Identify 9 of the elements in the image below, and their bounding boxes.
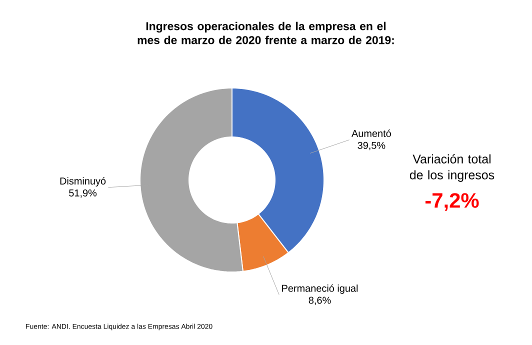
data-label: 39,5% (358, 142, 386, 150)
slice-label: Disminuyó (60, 177, 106, 187)
slice-label: Permaneció igual (282, 284, 358, 294)
data-label: 51,9% (69, 189, 97, 198)
slice-label: Aumentó (352, 130, 391, 137)
chart-title: Ingresos operacionales de la empresa en el mes de marzo de 2020 frente a marzo de 2019: (138, 22, 394, 44)
data-label: 8,6% (308, 296, 331, 305)
text: Variación total de los ingresos (410, 154, 494, 182)
text: -7,2% (425, 193, 479, 211)
